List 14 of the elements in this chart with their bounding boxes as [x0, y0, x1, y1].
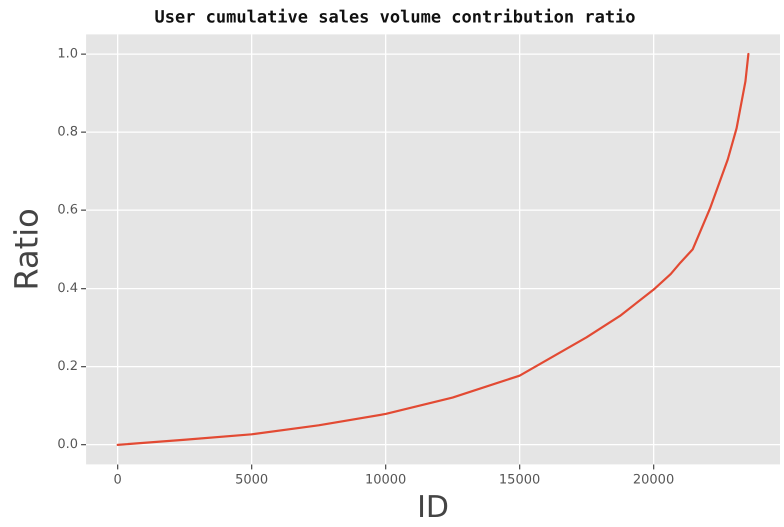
x-tick-label: 0: [114, 472, 122, 488]
x-tick-label: 20000: [632, 472, 674, 488]
x-tick-label: 5000: [235, 472, 268, 488]
y-tick-label: 0.2: [57, 359, 78, 374]
y-tick-label: 0.0: [57, 437, 78, 452]
y-tick-label: 1.0: [57, 46, 78, 62]
x-tick-label: 15000: [498, 472, 540, 488]
chart-title: User cumulative sales volume contribution ratio: [154, 8, 636, 28]
y-axis-title: Ratio: [8, 208, 46, 290]
y-tick-label: 0.8: [57, 124, 78, 140]
x-tick-label: 10000: [364, 472, 406, 488]
y-tick-label: 0.6: [57, 202, 78, 218]
y-tick-label: 0.4: [57, 280, 78, 296]
x-axis-title: ID: [417, 490, 450, 525]
